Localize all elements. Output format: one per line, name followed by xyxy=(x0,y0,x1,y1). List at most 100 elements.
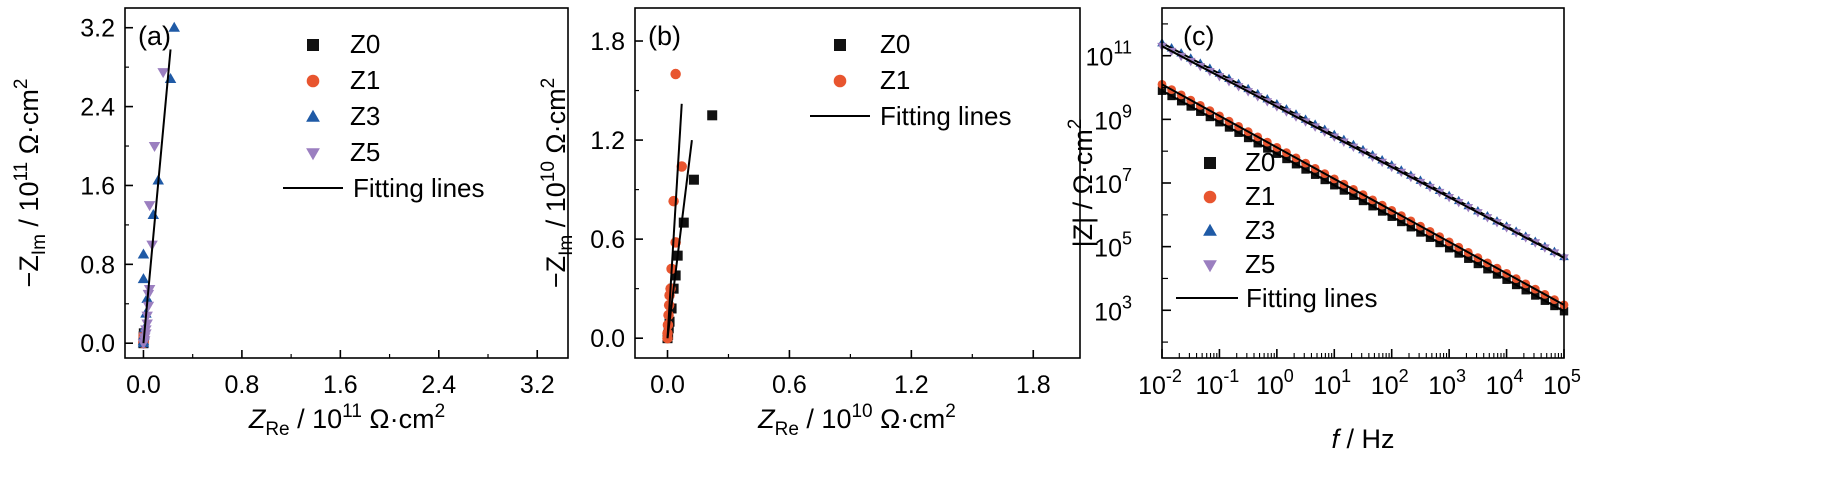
legend-label-fitting-lines: Fitting lines xyxy=(353,173,485,203)
data-point-z0 xyxy=(678,217,689,228)
panel-a-xlabel: ZRe / 1011 Ω·cm2 xyxy=(248,401,445,440)
y-tick-label: 109 xyxy=(1094,101,1132,135)
panel-c-marks xyxy=(1157,37,1569,316)
y-tick-label: 107 xyxy=(1094,165,1132,199)
legend-marker-z1 xyxy=(1203,190,1217,204)
y-tick-label: 1011 xyxy=(1086,38,1133,72)
data-point-z5 xyxy=(141,319,153,330)
fit-line xyxy=(1161,89,1565,313)
legend-marker-z1 xyxy=(833,74,847,88)
y-tick-label: 0.8 xyxy=(80,251,115,279)
y-tick-label: 1.8 xyxy=(590,28,625,56)
data-point-z3 xyxy=(147,209,160,220)
legend-marker-z5 xyxy=(306,148,320,161)
panel-a-label: (a) xyxy=(138,21,171,51)
y-tick-label: 103 xyxy=(1094,292,1132,326)
legend-label-z5: Z5 xyxy=(1245,249,1275,279)
legend-label-z1: Z1 xyxy=(350,65,380,95)
x-tick-label: 0.0 xyxy=(650,371,685,399)
legend-label-z3: Z3 xyxy=(1245,215,1275,245)
panel-c-ylabel: |Z| / Ω·cm2 xyxy=(1065,119,1098,248)
fit-line xyxy=(142,49,172,344)
y-tick-label: 1.6 xyxy=(80,172,115,200)
panel-c: 10-2 10-1 100 101 102 103 104 105 103 105 107 109 10… xyxy=(1065,7,1581,454)
panel-b-legend: Z0 Z1 Fitting lines xyxy=(810,29,1012,131)
x-tick-label: 101 xyxy=(1313,366,1351,400)
fit-line xyxy=(666,103,683,339)
data-point-z3 xyxy=(137,248,150,259)
legend-marker-z1 xyxy=(306,74,320,88)
y-tick-label: 1.2 xyxy=(590,127,625,155)
panel-b-ticks: 0.0 0.6 1.2 1.8 0.0 0.6 1.2 1.8 xyxy=(590,28,1050,399)
panel-b: 0.0 0.6 1.2 1.8 0.0 0.6 1.2 1.8 (b) ZRe / 1010 … xyxy=(538,7,1081,440)
data-point-z0 xyxy=(707,110,718,121)
y-tick-label: 2.4 xyxy=(80,94,115,122)
x-tick-label: 104 xyxy=(1486,366,1524,400)
data-point-z1 xyxy=(670,68,681,80)
legend-label-z5: Z5 xyxy=(350,137,380,167)
y-tick-label: 0.0 xyxy=(80,330,115,358)
legend-label-fitting-lines: Fitting lines xyxy=(1246,283,1378,313)
x-tick-label: 105 xyxy=(1543,366,1581,400)
x-tick-label: 1.8 xyxy=(1016,371,1051,399)
data-point-z5 xyxy=(140,325,152,336)
panel-b-marks xyxy=(662,68,718,344)
panel-b-label: (b) xyxy=(648,21,681,51)
panel-b-ylabel: −ZIm / 1010 Ω·cm2 xyxy=(538,78,577,288)
x-tick-label: 2.4 xyxy=(421,371,456,399)
legend-marker-z0 xyxy=(1204,157,1216,169)
data-point-z5 xyxy=(142,301,155,312)
fit-line xyxy=(1161,83,1565,306)
x-tick-label: 100 xyxy=(1256,366,1294,400)
panel-a-ylabel: −ZIm / 1011 Ω·cm2 xyxy=(11,79,50,288)
x-tick-label: 1.6 xyxy=(323,371,358,399)
data-point-z5 xyxy=(148,142,161,153)
legend-marker-z3 xyxy=(306,109,320,122)
panel-c-label: (c) xyxy=(1183,21,1214,51)
fit-line xyxy=(666,139,693,339)
x-tick-label: 0.0 xyxy=(126,371,161,399)
legend-label-z1: Z1 xyxy=(880,65,910,95)
fit-line xyxy=(1161,45,1565,259)
data-point-z1 xyxy=(668,195,679,207)
panel-a-frame xyxy=(124,7,569,359)
x-tick-label: 102 xyxy=(1371,366,1409,400)
legend-marker-z3 xyxy=(1203,223,1217,236)
legend-label-z0: Z0 xyxy=(350,29,380,59)
data-point-z3 xyxy=(137,273,150,284)
data-point-z5 xyxy=(143,284,156,295)
legend-label-z0: Z0 xyxy=(1245,147,1275,177)
data-point-z3 xyxy=(168,21,180,32)
data-point-z0 xyxy=(688,174,699,185)
data-point-z3 xyxy=(164,72,177,83)
panel-a-marks xyxy=(137,21,180,350)
legend-label-fitting-lines: Fitting lines xyxy=(880,101,1012,131)
data-point-z5 xyxy=(157,68,169,79)
x-tick-label: 10-2 xyxy=(1138,366,1182,400)
data-point-z5 xyxy=(143,201,156,212)
panel-c-xlabel: f / Hz xyxy=(1331,424,1394,454)
legend-label-z3: Z3 xyxy=(350,101,380,131)
data-point-z5 xyxy=(141,311,153,322)
y-tick-label: 3.2 xyxy=(80,15,115,43)
x-tick-label: 10-1 xyxy=(1196,366,1240,400)
x-tick-label: 0.8 xyxy=(225,371,260,399)
panel-c-ticks: 10-2 10-1 100 101 102 103 104 105 103 105 107 109 10… xyxy=(1086,23,1581,400)
x-tick-label: 0.6 xyxy=(772,371,807,399)
panel-b-frame xyxy=(634,7,1081,359)
legend-marker-z0 xyxy=(307,39,319,51)
x-tick-label: 3.2 xyxy=(520,371,555,399)
legend-marker-z0 xyxy=(834,39,846,51)
panel-a: 0.0 0.8 1.6 2.4 3.2 0.0 0.8 1.6 2.4 3.2 (a) ZRe /… xyxy=(11,7,569,440)
y-tick-label: 0.0 xyxy=(590,325,625,353)
panel-a-legend: Z0 Z1 Z3 Z5 Fitting lines xyxy=(283,29,485,203)
legend-marker-z5 xyxy=(1203,260,1217,273)
panel-c-legend: Z0 Z1 Z3 Z5 Fitting lines xyxy=(1176,147,1378,313)
data-point-z1 xyxy=(676,161,687,172)
x-tick-label: 1.2 xyxy=(894,371,929,399)
y-tick-label: 105 xyxy=(1094,229,1132,263)
panel-b-xlabel: ZRe / 1010 Ω·cm2 xyxy=(757,401,956,440)
x-tick-label: 103 xyxy=(1428,366,1466,400)
y-tick-label: 0.6 xyxy=(590,226,625,254)
